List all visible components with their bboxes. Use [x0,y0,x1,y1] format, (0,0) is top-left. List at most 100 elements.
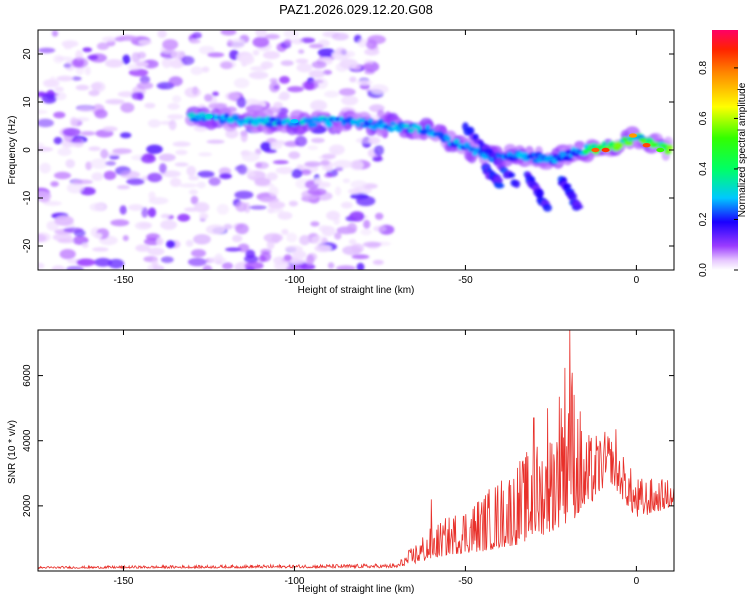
heatmap-noise-cell [356,262,365,270]
heatmap-noise-cell [373,225,387,232]
heatmap-hot-spot [290,119,299,124]
heatmap-noise-cell [272,160,289,165]
heatmap-noise-cell [295,58,309,64]
heatmap-noise-cell [210,102,228,108]
heatmap-noise-cell [94,109,108,119]
heatmap-noise-cell [104,59,124,68]
heatmap-noise-cell [356,80,373,86]
x-tick-label: 0 [634,275,640,286]
heatmap-noise-cell [351,254,370,260]
y-tick-label: 4000 [22,429,33,452]
snr-series-line [38,330,674,570]
heatmap-noise-cell [307,145,319,150]
heatmap-noise-cell [147,247,165,256]
heatmap-ridge-cell [666,144,674,151]
heatmap-noise-cell [370,84,389,95]
heatmap-noise-cell [76,258,96,267]
y-tick-label: -20 [22,238,33,253]
heatmap-noise-cell [364,48,380,56]
heatmap-noise-cell [147,119,161,128]
heatmap-noise-cell [177,213,191,222]
heatmap-noise-cell [357,38,368,48]
heatmap-noise-cell [214,253,223,262]
heatmap-noise-cell [162,39,179,50]
heatmap-noise-cell [233,78,250,89]
heatmap-noise-cell [260,61,274,69]
heatmap-noise-cell [181,55,195,66]
heatmap-noise-cell [135,244,151,252]
heatmap-noise-cell [329,144,345,156]
heatmap-noise-cell [291,38,304,45]
heatmap-noise-cell [168,76,183,87]
heatmap-blobs [38,30,674,270]
heatmap-noise-cell [372,156,384,162]
heatmap-noise-cell [147,207,157,218]
heatmap-noise-cell [304,161,322,168]
heatmap-hot-spot [656,147,665,153]
heatmap-noise-cell [131,92,144,100]
heatmap-noise-cell [131,52,141,63]
heatmap-noise-cell [335,186,342,196]
heatmap-noise-cell [349,211,365,222]
heatmap-noise-cell [88,90,100,97]
heatmap-noise-cell [120,102,135,113]
heatmap-ridge-halo [574,140,586,150]
heatmap-noise-cell [298,49,305,54]
heatmap-noise-cell [322,69,332,75]
heatmap-hot-spot [601,147,610,153]
heatmap-noise-cell [288,151,301,159]
heatmap-noise-cell [252,49,260,56]
heatmap-noise-cell [140,154,156,164]
heatmap-noise-cell [321,153,336,160]
heatmap-noise-cell [51,30,59,37]
heatmap-noise-cell [254,177,271,186]
heatmap-noise-cell [156,237,164,246]
heatmap-noise-cell [116,185,130,190]
heatmap-noise-cell [187,257,207,267]
heatmap-noise-cell [284,245,303,253]
heatmap-noise-cell [294,135,308,147]
heatmap-noise-cell [38,118,54,128]
heatmap-noise-cell [286,232,298,243]
heatmap-noise-cell [317,48,336,58]
colorbar-label: Normalized spectral amplitude [737,82,748,217]
heatmap-noise-cell [306,254,315,266]
heatmap-ridge-cell [325,121,333,128]
heatmap-noise-cell [38,109,48,115]
y-tick-label: 20 [22,48,33,60]
x-tick-label: -50 [458,576,473,587]
snr-x-axis-label: Height of straight line (km) [298,584,415,595]
heatmap-noise-cell [206,139,225,144]
heatmap-noise-cell [190,66,204,75]
heatmap-noise-cell [136,81,154,90]
heatmap-noise-cell [264,33,280,40]
heatmap-noise-cell [160,219,178,230]
heatmap-branch-cell [494,157,504,166]
figure-title: PAZ1.2026.029.12.20.G08 [279,2,433,17]
heatmap-noise-cell [235,201,247,212]
heatmap-noise-cell [80,131,96,136]
heatmap-noise-cell [175,149,188,155]
heatmap-noise-cell [245,266,255,270]
heatmap-noise-cell [53,171,72,180]
heatmap-noise-cell [75,117,90,122]
heatmap-noise-cell [201,66,210,73]
heatmap-branch-cell [494,183,505,189]
snr-x-ticks: -150 -100 -50 0 [113,330,640,587]
heatmap-noise-cell [188,175,200,181]
heatmap-noise-cell [76,106,95,113]
heatmap-noise-cell [75,84,90,91]
heatmap-noise-cell [255,161,269,169]
heatmap-noise-cell [120,132,132,139]
heatmap-noise-cell [273,101,283,109]
heatmap-noise-cell [266,172,278,181]
colorbar-tick-label: 0.0 [698,263,709,277]
heatmap-noise-cell [204,93,213,102]
heatmap-noise-cell [324,90,340,98]
heatmap-noise-cell [348,238,357,245]
heatmap-noise-cell [308,79,324,84]
heatmap-noise-cell [172,95,182,103]
heatmap-noise-cell [268,201,286,209]
heatmap-noise-cell [219,173,232,180]
heatmap-noise-cell [277,211,293,220]
